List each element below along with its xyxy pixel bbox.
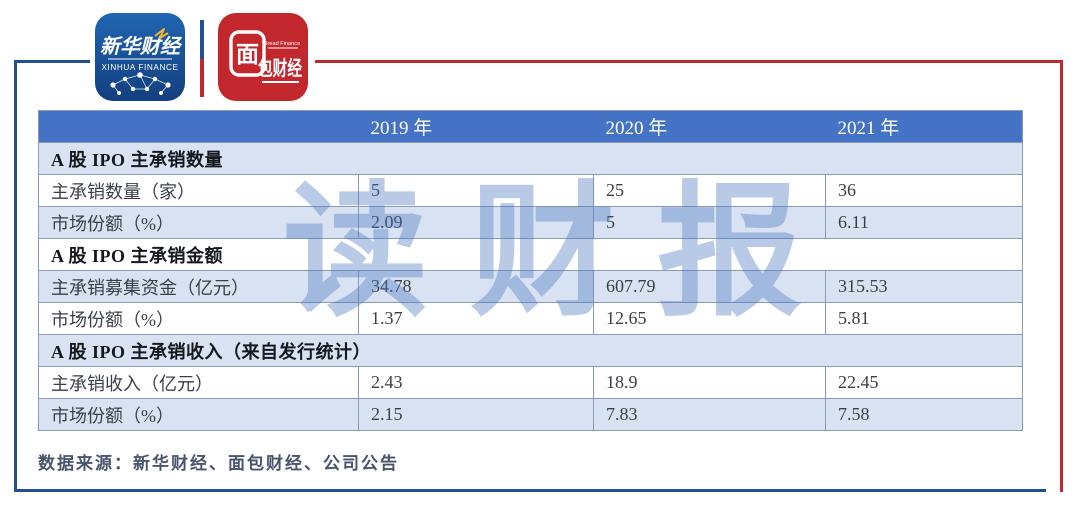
header-row: 2019 年 2020 年 2021 年	[38, 110, 1023, 143]
value-cell: 18.9	[593, 366, 826, 399]
value-cell: 36	[825, 174, 1023, 207]
section-row: A 股 IPO 主承销金额	[38, 238, 1023, 271]
table-row: 市场份额（%） 2.15 7.83 7.58	[38, 398, 1023, 431]
value-cell: 1.37	[358, 302, 594, 335]
value-cell: 2.09	[358, 206, 594, 239]
table-row: 主承销数量（家） 5 25 36	[38, 174, 1023, 207]
table-row: 市场份额（%） 1.37 12.65 5.81	[38, 302, 1023, 335]
row-label: 市场份额（%）	[38, 206, 359, 239]
xinhua-logo-title: 新华财经	[100, 35, 183, 58]
table-header: 2019 年 2020 年 2021 年	[38, 110, 1023, 143]
value-cell: 607.79	[593, 270, 826, 303]
logo-divider-blue	[200, 20, 204, 59]
value-cell: 22.45	[825, 366, 1023, 399]
value-cell: 5	[593, 206, 826, 239]
table-row: 主承销募集资金（亿元） 34.78 607.79 315.53	[38, 270, 1023, 303]
section-row: A 股 IPO 主承销收入（来自发行统计）	[38, 334, 1023, 367]
bread-logo-subtitle: Bread Finance	[264, 41, 300, 47]
header-cell-empty	[38, 110, 359, 143]
row-label: 主承销数量（家）	[38, 174, 359, 207]
header-cell-2021: 2021 年	[825, 110, 1023, 143]
table-row: 主承销收入（亿元） 2.43 18.9 22.45	[38, 366, 1023, 399]
row-label: 主承销募集资金（亿元）	[38, 270, 359, 303]
frame-left-line	[14, 60, 17, 492]
xinhua-logo-subtitle: XINHUA FINANCE	[101, 63, 178, 72]
row-label: 主承销收入（亿元）	[38, 366, 359, 399]
value-cell: 5.81	[825, 302, 1023, 335]
data-source-note: 数据来源：新华财经、面包财经、公司公告	[38, 454, 399, 473]
bread-logo-boxed-char: 面	[236, 42, 259, 67]
bread-finance-logo: 面 Bread Finance 包财经	[218, 13, 308, 101]
xinhua-finance-logo-icon: 新华财经 XINHUA FINANCE	[95, 13, 185, 101]
frame-bottom-line	[14, 489, 1046, 492]
section-label: A 股 IPO 主承销收入（来自发行统计）	[38, 334, 1023, 367]
value-cell: 315.53	[825, 270, 1023, 303]
row-label: 市场份额（%）	[38, 302, 359, 335]
row-label: 市场份额（%）	[38, 398, 359, 431]
value-cell: 5	[358, 174, 594, 207]
frame-right-line	[1060, 60, 1063, 492]
header-cell-2020: 2020 年	[593, 110, 826, 143]
value-cell: 7.58	[825, 398, 1023, 431]
value-cell: 6.11	[825, 206, 1023, 239]
gold-accent-stroke	[154, 28, 169, 39]
network-dots	[110, 72, 171, 95]
bread-logo-rest: 包财经	[258, 56, 302, 80]
value-cell: 12.65	[593, 302, 826, 335]
section-label: A 股 IPO 主承销金额	[38, 238, 1023, 271]
table-body: A 股 IPO 主承销数量 主承销数量（家） 5 25 36 市场份额（%） 2.09 5 6.…	[38, 142, 1023, 431]
value-cell: 7.83	[593, 398, 826, 431]
value-cell: 2.15	[358, 398, 594, 431]
frame-top-right-line	[315, 60, 1063, 63]
value-cell: 34.78	[358, 270, 594, 303]
bread-finance-logo-icon: 面 Bread Finance 包财经	[218, 13, 308, 101]
xinhua-finance-logo: 新华财经 XINHUA FINANCE	[95, 13, 185, 101]
frame-top-left-line	[14, 60, 90, 63]
header-cell-2019: 2019 年	[358, 110, 594, 143]
section-label: A 股 IPO 主承销数量	[38, 142, 1023, 175]
ipo-underwriting-table: 2019 年 2020 年 2021 年 A 股 IPO 主承销数量 主承销数量（…	[38, 110, 1023, 431]
section-row: A 股 IPO 主承销数量	[38, 142, 1023, 175]
logo-divider-red	[200, 58, 204, 97]
value-cell: 2.43	[358, 366, 594, 399]
table-row: 市场份额（%） 2.09 5 6.11	[38, 206, 1023, 239]
logo-divider	[200, 20, 204, 97]
value-cell: 25	[593, 174, 826, 207]
